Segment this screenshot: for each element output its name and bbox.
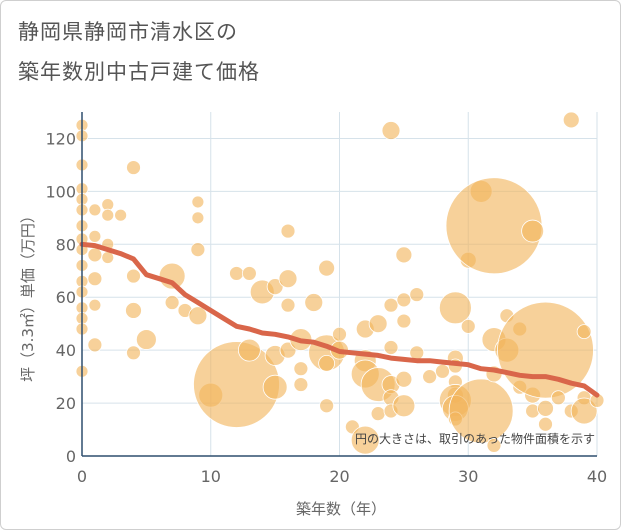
data-bubble bbox=[318, 354, 336, 372]
data-bubble bbox=[87, 337, 103, 353]
data-bubble bbox=[191, 211, 205, 225]
data-bubble bbox=[538, 416, 553, 432]
x-tick-label: 30 bbox=[458, 467, 478, 486]
x-tick-label: 20 bbox=[329, 467, 349, 486]
data-bubble bbox=[190, 242, 206, 258]
data-bubble bbox=[304, 293, 324, 312]
grid-layer bbox=[81, 112, 598, 457]
data-bubble bbox=[521, 219, 545, 243]
data-bubble bbox=[383, 340, 399, 355]
data-bubble bbox=[396, 292, 412, 308]
chart-title-line1: 静岡県静岡市清水区の bbox=[18, 20, 238, 44]
y-tick-label: 120 bbox=[45, 129, 76, 148]
data-bubble bbox=[278, 269, 298, 289]
data-bubble bbox=[229, 266, 244, 281]
data-bubble bbox=[332, 326, 347, 342]
data-bubble bbox=[370, 406, 386, 422]
y-tick-label: 60 bbox=[56, 288, 76, 307]
data-bubble bbox=[435, 363, 450, 379]
data-bubble bbox=[126, 160, 141, 175]
y-tick-label: 40 bbox=[56, 341, 76, 360]
data-bubble bbox=[262, 374, 288, 400]
y-axis-title: 坪（3.3㎡）単価（万円） bbox=[19, 208, 37, 382]
data-bubble bbox=[125, 302, 142, 319]
data-bubble bbox=[395, 246, 413, 264]
data-bubble bbox=[126, 345, 141, 361]
y-tick-label: 0 bbox=[66, 447, 76, 466]
data-bubble bbox=[293, 377, 309, 392]
data-bubble bbox=[381, 121, 401, 140]
y-tick-label: 100 bbox=[45, 182, 76, 201]
data-bubble bbox=[438, 291, 472, 325]
data-bubble bbox=[350, 425, 380, 455]
data-bubble bbox=[318, 259, 336, 277]
data-bubble bbox=[280, 223, 296, 239]
data-bubble bbox=[570, 397, 598, 425]
data-bubble bbox=[191, 195, 205, 209]
data-bubble bbox=[293, 361, 309, 377]
data-bubble bbox=[395, 370, 413, 388]
data-bubble bbox=[537, 399, 554, 417]
data-bubble bbox=[422, 369, 438, 385]
data-bubble bbox=[188, 306, 208, 326]
axis-layer: 0 20 40 60 80 100 120 0 10 20 30 40 bbox=[45, 112, 607, 486]
y-tick-label: 80 bbox=[56, 235, 76, 254]
data-bubble bbox=[135, 329, 157, 350]
data-bubble bbox=[460, 318, 476, 334]
data-bubble bbox=[164, 295, 180, 310]
data-bubble bbox=[88, 203, 102, 217]
data-bubble bbox=[237, 338, 261, 362]
trend-layer bbox=[79, 241, 600, 398]
data-bubble bbox=[241, 266, 257, 281]
data-bubble bbox=[409, 287, 425, 302]
bubble-size-note: 円の大きさは、取引のあった物件面積を示す bbox=[355, 431, 595, 446]
data-bubble bbox=[396, 313, 412, 329]
data-bubble bbox=[448, 378, 514, 444]
x-tick-label: 10 bbox=[201, 467, 221, 486]
data-bubble bbox=[280, 297, 296, 313]
data-bubble bbox=[126, 268, 141, 284]
data-bubble bbox=[114, 208, 128, 222]
x-tick-label: 0 bbox=[77, 467, 87, 486]
trend-line bbox=[79, 241, 600, 398]
data-bubble bbox=[392, 394, 416, 418]
data-bubble bbox=[87, 247, 103, 263]
data-bubble bbox=[319, 398, 335, 414]
data-bubble bbox=[576, 324, 592, 340]
data-bubble bbox=[88, 298, 102, 312]
data-bubble bbox=[550, 390, 566, 406]
y-tick-label: 20 bbox=[56, 394, 76, 413]
data-bubble bbox=[383, 297, 399, 313]
data-bubble bbox=[562, 111, 580, 129]
x-tick-label: 40 bbox=[587, 467, 607, 486]
chart-title-line2: 築年数別中古戸建て価格 bbox=[18, 60, 260, 84]
data-bubble bbox=[88, 229, 102, 243]
data-bubble bbox=[486, 438, 502, 453]
x-axis-title: 築年数（年） bbox=[296, 500, 386, 518]
data-bubble bbox=[101, 208, 115, 222]
data-bubble bbox=[368, 314, 388, 334]
data-bubble bbox=[87, 271, 103, 287]
